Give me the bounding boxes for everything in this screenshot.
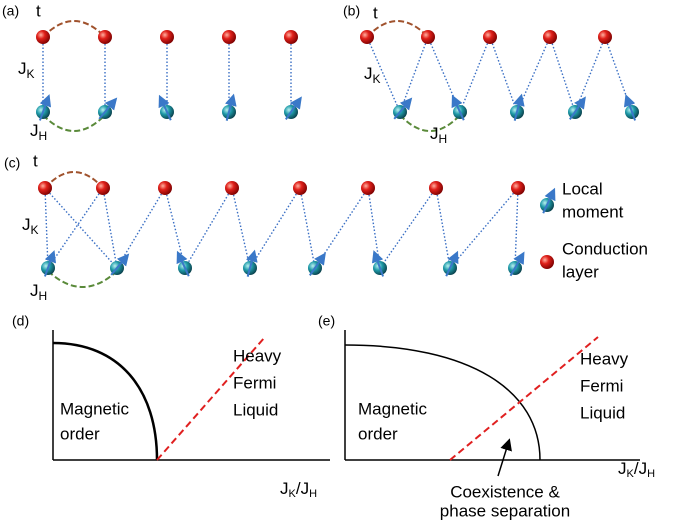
kondo-bond (490, 37, 517, 112)
kondo-bond (48, 188, 103, 268)
kondo-bond (436, 188, 450, 268)
hund-arc (48, 271, 117, 287)
symbol: J (280, 479, 289, 498)
hopping-arc (45, 172, 103, 188)
legend-label: Conduction (562, 239, 648, 258)
panel-label: (d) (12, 313, 29, 329)
annotation: phase separation (440, 501, 570, 520)
x-axis-label: JK/JH (280, 479, 317, 499)
region-label: Fermi (580, 376, 623, 395)
symbol: J (22, 215, 31, 234)
symbol: J (18, 59, 27, 78)
kondo-bond (232, 188, 250, 268)
kondo-bond (315, 188, 368, 268)
subscript: H (439, 132, 448, 146)
kondo-bond (300, 188, 315, 268)
subscript: H (39, 289, 48, 303)
symbol: J (639, 459, 648, 478)
conduction-site (96, 181, 110, 195)
legend-label: Local (562, 179, 603, 198)
conduction-site (540, 255, 554, 269)
symbol: J (301, 479, 310, 498)
subscript: H (647, 468, 655, 480)
kondo-bond (575, 37, 605, 112)
legend-label: layer (562, 262, 599, 281)
legend-label: moment (562, 202, 624, 221)
kondo-bond (45, 188, 117, 268)
kondo-bond (185, 188, 232, 268)
conduction-site (429, 181, 443, 195)
hopping-label: t (33, 151, 38, 170)
conduction-site (222, 30, 236, 44)
subscript: K (31, 223, 39, 237)
kondo-bond (400, 37, 428, 112)
figure: (a)tJKJH(b)tJKJH(c)tJKJHLocalmomentCondu… (0, 0, 695, 520)
hopping-label: t (373, 3, 378, 22)
region-label: Liquid (580, 403, 625, 422)
panel-label: (e) (318, 313, 335, 329)
symbol: J (30, 281, 39, 300)
symbol: J (430, 124, 439, 143)
conduction-site (36, 30, 50, 44)
kondo-bond (165, 188, 185, 268)
kondo-bond (117, 188, 165, 268)
region-label: Heavy (580, 349, 629, 368)
kondo-bond (250, 188, 300, 268)
kondo-label: JK (22, 215, 39, 237)
conduction-site (361, 181, 375, 195)
region-label: Heavy (233, 346, 282, 365)
symbol: J (30, 121, 39, 140)
symbol: J (618, 459, 627, 478)
region-label: Fermi (233, 373, 276, 392)
kondo-label: JK (18, 59, 35, 81)
subscript: H (309, 488, 317, 500)
kondo-bond (103, 188, 117, 268)
annotation: Coexistence & (450, 482, 560, 501)
x-axis-label: JK/JH (618, 459, 655, 479)
conduction-site (360, 30, 374, 44)
conduction-site (293, 181, 307, 195)
region-label: order (358, 424, 398, 443)
conduction-site (158, 181, 172, 195)
conduction-site (284, 30, 298, 44)
conduction-site (38, 181, 52, 195)
panel-label: (a) (2, 3, 19, 19)
conduction-site (598, 30, 612, 44)
crossover-line (450, 337, 598, 460)
region-label: order (60, 424, 100, 443)
hopping-label: t (36, 1, 41, 20)
hopping-arc (367, 21, 428, 37)
hund-label: JH (30, 121, 47, 143)
region-label: Magnetic (60, 399, 129, 418)
kondo-label: JK (364, 64, 381, 86)
panel-label: (c) (4, 155, 20, 171)
kondo-bond (517, 37, 550, 112)
conduction-site (160, 30, 174, 44)
region-label: Liquid (233, 400, 278, 419)
subscript: K (27, 67, 35, 81)
subscript: H (39, 129, 48, 143)
conduction-site (421, 30, 435, 44)
kondo-bond (515, 188, 518, 268)
region-label: Magnetic (358, 399, 427, 418)
conduction-site (98, 30, 112, 44)
kondo-bond (460, 37, 490, 112)
conduction-site (543, 30, 557, 44)
kondo-bond (45, 188, 48, 268)
kondo-bond (450, 188, 518, 268)
panel-label: (b) (343, 3, 360, 19)
hopping-arc (43, 21, 105, 37)
symbol: J (364, 64, 373, 83)
conduction-site (483, 30, 497, 44)
kondo-bond (368, 188, 380, 268)
kondo-bond (550, 37, 575, 112)
kondo-bond (380, 188, 436, 268)
conduction-site (225, 181, 239, 195)
hund-arc (43, 115, 105, 131)
subscript: K (373, 72, 381, 86)
conduction-site (511, 181, 525, 195)
hund-label: JH (30, 281, 47, 303)
